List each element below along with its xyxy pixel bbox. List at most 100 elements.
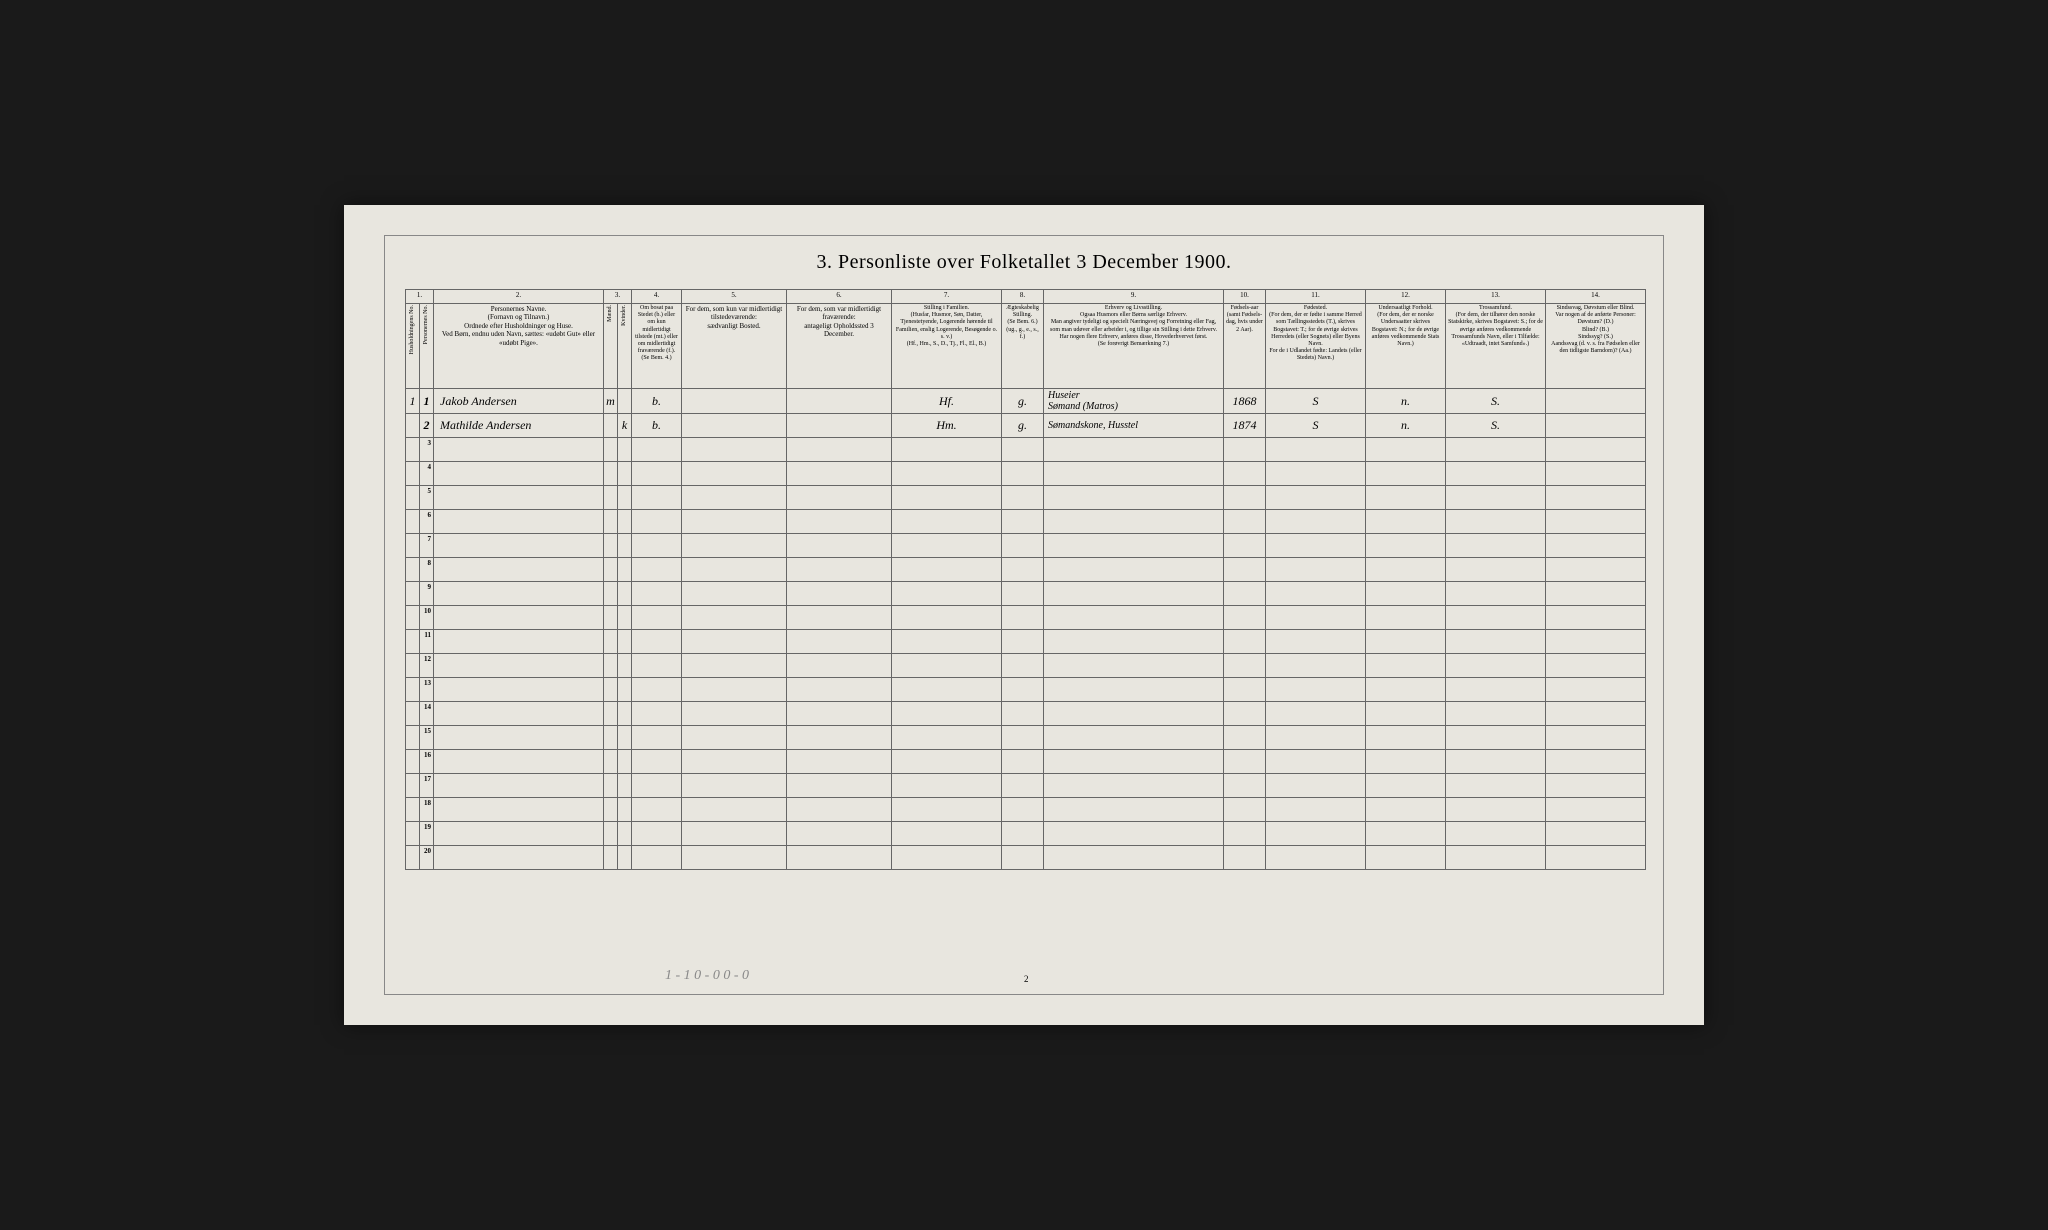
cell-empty xyxy=(787,774,892,798)
cell-empty xyxy=(434,774,604,798)
cell-person-no: 15 xyxy=(420,726,434,750)
cell-empty xyxy=(406,558,420,582)
cell-empty xyxy=(787,582,892,606)
cell-empty xyxy=(1224,438,1266,462)
cell-empty xyxy=(406,438,420,462)
cell-empty xyxy=(1366,726,1446,750)
cell-empty xyxy=(787,726,892,750)
cell-empty xyxy=(1044,846,1224,870)
cell-sex-k xyxy=(618,389,632,414)
cell-empty xyxy=(406,582,420,606)
cell-empty xyxy=(434,750,604,774)
cell-temp-absent xyxy=(787,414,892,438)
cell-empty xyxy=(1266,606,1366,630)
cell-empty xyxy=(892,558,1002,582)
cell-empty xyxy=(604,582,618,606)
cell-empty xyxy=(682,798,787,822)
cell-person-no: 19 xyxy=(420,822,434,846)
cell-empty xyxy=(1002,678,1044,702)
cell-empty xyxy=(1546,630,1646,654)
cell-empty xyxy=(1546,606,1646,630)
cell-empty xyxy=(892,486,1002,510)
cell-empty xyxy=(1044,534,1224,558)
cell-empty xyxy=(1366,654,1446,678)
header-names: Personernes Navne. (Fornavn og Tilnavn.)… xyxy=(434,304,604,389)
cell-name: Jakob Andersen xyxy=(434,389,604,414)
cell-empty xyxy=(892,726,1002,750)
cell-empty xyxy=(787,678,892,702)
cell-birth-year: 1874 xyxy=(1224,414,1266,438)
cell-empty xyxy=(1446,534,1546,558)
cell-empty xyxy=(618,774,632,798)
cell-empty xyxy=(682,462,787,486)
cell-empty xyxy=(434,702,604,726)
table-row: 5 xyxy=(406,486,1646,510)
cell-empty xyxy=(604,654,618,678)
cell-empty xyxy=(434,582,604,606)
cell-empty xyxy=(682,750,787,774)
cell-empty xyxy=(1224,654,1266,678)
header-marital: Ægteskabelig Stilling. (Se Bem. 6.) (ug.… xyxy=(1002,304,1044,389)
table-row: 13 xyxy=(406,678,1646,702)
cell-empty xyxy=(1044,822,1224,846)
cell-empty xyxy=(682,702,787,726)
cell-empty xyxy=(604,606,618,630)
cell-empty xyxy=(604,534,618,558)
cell-temp-present xyxy=(682,414,787,438)
header-family-position: Stilling i Familien. (Husfar, Husmor, Sø… xyxy=(892,304,1002,389)
cell-empty xyxy=(1002,486,1044,510)
cell-person-no: 16 xyxy=(420,750,434,774)
cell-empty xyxy=(632,726,682,750)
cell-empty xyxy=(787,822,892,846)
header-nationality: Undersaatligt Forhold. (For dem, der er … xyxy=(1366,304,1446,389)
cell-temp-absent xyxy=(787,389,892,414)
cell-empty xyxy=(1266,462,1366,486)
cell-empty xyxy=(892,702,1002,726)
header-person-no: Personernes No. xyxy=(420,304,434,389)
cell-empty xyxy=(604,750,618,774)
cell-empty xyxy=(434,534,604,558)
cell-person-no: 13 xyxy=(420,678,434,702)
cell-empty xyxy=(1266,678,1366,702)
cell-empty xyxy=(1546,438,1646,462)
cell-empty xyxy=(1224,630,1266,654)
cell-empty xyxy=(1224,582,1266,606)
col-num-13: 13. xyxy=(1446,290,1546,304)
cell-empty xyxy=(682,726,787,750)
cell-empty xyxy=(406,822,420,846)
cell-empty xyxy=(1224,822,1266,846)
table-row: 8 xyxy=(406,558,1646,582)
table-row: 11 xyxy=(406,630,1646,654)
cell-empty xyxy=(892,822,1002,846)
cell-person-no: 3 xyxy=(420,438,434,462)
cell-empty xyxy=(1546,678,1646,702)
cell-empty xyxy=(632,462,682,486)
table-row: 12 xyxy=(406,654,1646,678)
cell-empty xyxy=(632,606,682,630)
cell-empty xyxy=(434,438,604,462)
cell-empty xyxy=(1266,654,1366,678)
cell-empty xyxy=(1044,630,1224,654)
cell-person-no: 14 xyxy=(420,702,434,726)
header-occupation: Erhverv og Livsstilling. Ogsaa Husmors e… xyxy=(1044,304,1224,389)
cell-empty xyxy=(1224,606,1266,630)
cell-empty xyxy=(1266,582,1366,606)
cell-empty xyxy=(1546,822,1646,846)
column-number-row: 1. 2. 3. 4. 5. 6. 7. 8. 9. 10. 11. 12. 1… xyxy=(406,290,1646,304)
cell-empty xyxy=(1546,750,1646,774)
cell-empty xyxy=(892,750,1002,774)
cell-empty xyxy=(1546,534,1646,558)
cell-empty xyxy=(1366,582,1446,606)
cell-empty xyxy=(434,654,604,678)
cell-empty xyxy=(682,582,787,606)
cell-empty xyxy=(406,774,420,798)
cell-religion: S. xyxy=(1446,414,1546,438)
header-residence: Om bosat paa Stedet (b.) eller om kun mi… xyxy=(632,304,682,389)
cell-empty xyxy=(682,438,787,462)
cell-empty xyxy=(434,558,604,582)
cell-empty xyxy=(1546,558,1646,582)
cell-empty xyxy=(1224,510,1266,534)
cell-empty xyxy=(406,486,420,510)
cell-nationality: n. xyxy=(1366,389,1446,414)
cell-empty xyxy=(1266,510,1366,534)
